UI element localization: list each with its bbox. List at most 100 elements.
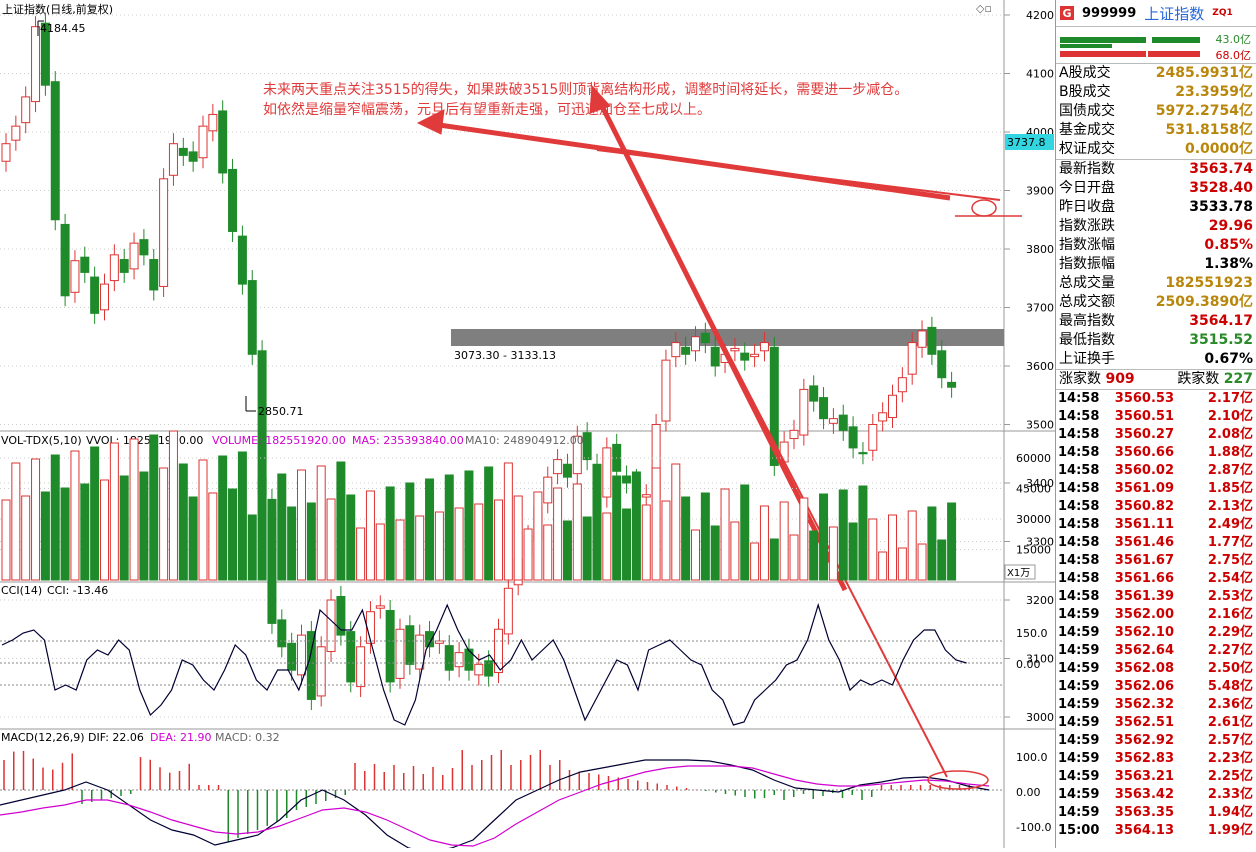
stat-value: 3563.74 [1189,161,1253,177]
stat-value: 0.67% [1204,351,1253,367]
tick-time: 14:59 [1058,607,1100,622]
volume-bar [365,490,375,581]
price-tick: 3500 [1026,419,1054,432]
tick-amount: 2.87亿 [1207,463,1253,478]
price-tick: 3800 [1026,243,1054,256]
tick-price: 3563.35 [1114,805,1174,820]
volume-bar [405,482,415,581]
tick-row[interactable]: 14:59 3563.42 2.33亿 [1056,786,1256,804]
tick-row[interactable]: 14:59 3562.92 2.57亿 [1056,732,1256,750]
tick-price: 3560.27 [1114,427,1174,442]
tick-time: 14:59 [1058,733,1100,748]
tick-row[interactable]: 14:58 3560.27 2.08亿 [1056,426,1256,444]
tick-row[interactable]: 14:58 3561.66 2.54亿 [1056,570,1256,588]
candle-body [149,259,159,291]
tick-row[interactable]: 14:59 3562.10 2.29亿 [1056,624,1256,642]
tick-row[interactable]: 14:59 3562.64 2.27亿 [1056,642,1256,660]
candle-body [40,22,50,86]
tick-price: 3562.92 [1114,733,1174,748]
candle-body [237,235,247,285]
tick-row[interactable]: 14:58 3560.51 2.10亿 [1056,408,1256,426]
tick-amount: 2.13亿 [1207,499,1253,514]
tick-row[interactable]: 14:59 3562.83 2.23亿 [1056,750,1256,768]
volume-bars [1,430,957,581]
svg-text:MA5: 235393840.00: MA5: 235393840.00 [352,434,464,447]
tick-row[interactable]: 14:58 3560.53 2.17亿 [1056,390,1256,408]
tick-amount: 2.54亿 [1207,571,1253,586]
tick-time: 14:58 [1058,463,1100,478]
stock-chart-svg[interactable]: 上证指数(日线,前复权) ◇▫ 420041004000390038003700… [0,0,1055,852]
candle-body [11,125,21,141]
volume-bar [356,527,366,581]
tick-row[interactable]: 14:59 3562.51 2.61亿 [1056,714,1256,732]
volume-axis: 60000 45000 30000 15000 [0,452,1051,557]
candle-body [454,652,464,668]
candle-body [799,388,809,436]
candle-body [759,342,769,352]
candle-body [326,599,336,652]
tick-row[interactable]: 14:58 3560.66 1.88亿 [1056,444,1256,462]
stat-value: 3528.40 [1189,180,1253,196]
stat-value: 29.96 [1208,218,1253,234]
stat-label: 国债成交 [1059,103,1115,119]
stat-label: 基金成交 [1059,122,1115,138]
candle-body [740,352,750,361]
tick-row[interactable]: 14:59 3562.00 2.16亿 [1056,606,1256,624]
stat-row: 基金成交 531.8158亿 [1056,121,1256,140]
volume-bar [888,514,897,581]
candle-body [1,143,11,162]
volume-bar [700,492,710,581]
tick-row[interactable]: 14:59 3562.32 2.36亿 [1056,696,1256,714]
tick-amount: 2.75亿 [1207,553,1253,568]
chart-area[interactable]: 上证指数(日线,前复权) ◇▫ 4200 4100 4000 3900 3800 3700… [0,0,1055,852]
tick-row[interactable]: 14:58 3561.46 1.77亿 [1056,534,1256,552]
g-icon[interactable]: G [1060,6,1074,20]
stat-value: 2485.9931亿 [1155,65,1253,81]
volume-bar [543,524,553,581]
stat-row: 最新指数 3563.74 [1056,160,1256,179]
volume-bar [336,461,346,581]
stock-name[interactable]: 上证指数 [1144,4,1205,23]
tick-price: 3560.66 [1114,445,1174,460]
volume-bar [631,471,641,581]
volume-bar [119,475,129,581]
candle-body [602,447,612,498]
tick-time: 14:58 [1058,535,1100,550]
window-controls-icon[interactable]: ◇▫ [976,2,992,15]
volume-bar [730,521,740,581]
tick-row[interactable]: 15:00 3564.13 1.99亿 [1056,822,1256,840]
tick-row[interactable]: 14:59 3562.08 2.50亿 [1056,660,1256,678]
tick-row[interactable]: 14:59 3563.21 2.25亿 [1056,768,1256,786]
tick-row[interactable]: 14:59 3562.06 5.48亿 [1056,678,1256,696]
volume-bar [789,534,799,581]
volume-bar [70,450,80,581]
svg-text:CCI: -13.46: CCI: -13.46 [47,584,108,597]
volume-bar [434,511,444,581]
tick-row[interactable]: 14:59 3563.35 1.94亿 [1056,804,1256,822]
volume-bar [346,494,356,581]
candle-body [277,619,287,648]
candle-body [927,326,937,355]
tick-row[interactable]: 14:58 3560.82 2.13亿 [1056,498,1256,516]
svg-text:DIF: 22.06: DIF: 22.06 [88,731,144,744]
candle-body [168,143,178,176]
candle-body [750,353,760,358]
candle-body [306,631,316,700]
tick-amount: 1.88亿 [1207,445,1253,460]
volume-bar [40,491,50,581]
tick-row[interactable]: 14:58 3560.02 2.87亿 [1056,462,1256,480]
tick-time: 14:58 [1058,427,1100,442]
stat-label: 昨日收盘 [1059,199,1115,215]
candle-body [494,628,503,674]
stat-row: 今日开盘 3528.40 [1056,179,1256,198]
volume-bar [385,486,395,581]
tick-list[interactable]: 14:58 3560.53 2.17亿 14:58 3560.51 2.10亿 14:58 3… [1056,390,1256,840]
tick-row[interactable]: 14:58 3561.39 2.53亿 [1056,588,1256,606]
volume-bar [247,514,257,581]
volume-bar [572,483,582,581]
tick-row[interactable]: 14:58 3561.11 2.49亿 [1056,516,1256,534]
volume-bar [602,512,612,581]
tick-row[interactable]: 14:58 3561.67 2.75亿 [1056,552,1256,570]
volume-bar [228,488,238,581]
tick-row[interactable]: 14:58 3561.09 1.85亿 [1056,480,1256,498]
